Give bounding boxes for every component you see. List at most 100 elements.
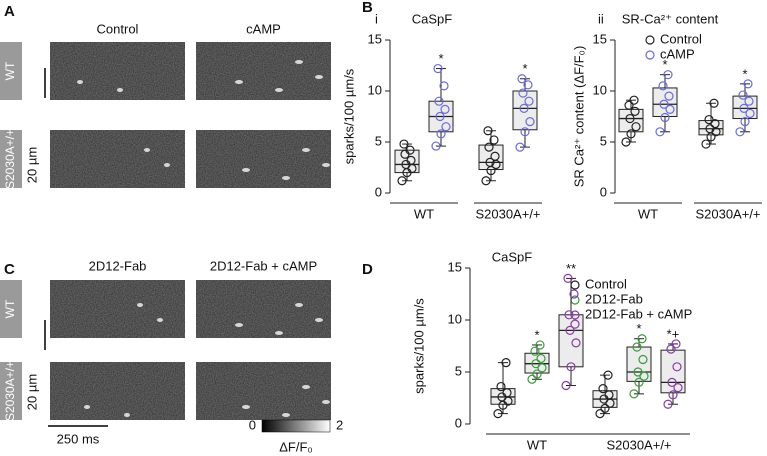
data-point	[483, 126, 493, 136]
panel-letter: B	[362, 0, 373, 16]
spark	[315, 75, 323, 79]
row-label-box	[0, 42, 22, 100]
spark	[295, 303, 303, 307]
data-point	[621, 137, 631, 147]
data-point	[595, 409, 605, 419]
data-point	[665, 104, 675, 114]
subpanel-label: i	[375, 11, 378, 26]
data-point	[705, 124, 715, 134]
data-point	[519, 103, 529, 113]
column-title: 2D12-Fab + cAMP	[210, 258, 317, 273]
y-tick-label: 5	[455, 363, 462, 378]
significance: *	[742, 66, 747, 81]
subpanel-label: ii	[598, 11, 604, 26]
data-point	[496, 381, 506, 392]
spark	[282, 176, 290, 180]
data-point	[527, 374, 537, 384]
spark	[315, 318, 323, 322]
data-point	[515, 142, 525, 152]
panel-letter: D	[362, 261, 373, 278]
data-point	[490, 151, 500, 161]
data-point	[566, 362, 576, 372]
data-point	[535, 340, 545, 350]
data-point	[439, 81, 449, 91]
data-point	[631, 122, 641, 132]
data-point	[739, 103, 749, 113]
data-point	[564, 310, 574, 320]
image-noise	[196, 130, 331, 188]
data-point	[517, 74, 527, 84]
data-point	[672, 362, 682, 372]
data-point	[523, 80, 533, 90]
data-point	[531, 359, 541, 369]
data-point	[397, 176, 407, 186]
spark	[137, 303, 143, 307]
data-point	[563, 273, 573, 283]
spark	[295, 60, 303, 64]
colorbar-min: 0	[249, 417, 256, 432]
significance: *	[662, 57, 667, 72]
spark	[322, 400, 330, 404]
data-point	[655, 127, 665, 137]
legend-marker	[570, 310, 580, 320]
spark	[164, 163, 170, 167]
legend-label: cAMP	[660, 46, 695, 61]
image-noise	[196, 42, 331, 100]
data-point	[520, 127, 530, 137]
data-point	[598, 384, 608, 394]
group-label: S2030A+/+	[695, 206, 760, 221]
data-point	[633, 367, 643, 377]
spark	[242, 405, 250, 409]
image-noise	[196, 362, 331, 420]
image-noise	[50, 42, 185, 100]
legend-marker	[645, 50, 655, 60]
spark	[144, 148, 150, 152]
data-point	[406, 155, 416, 165]
data-point	[489, 135, 499, 145]
data-point	[629, 389, 639, 399]
column-title: 2D12-Fab	[89, 258, 147, 273]
data-point	[671, 339, 681, 349]
y-tick-label: 0	[455, 415, 462, 430]
y-tick-label: 0	[600, 184, 607, 199]
y-axis-label: SR Ca²⁺ content (ΔF/F₀)	[571, 46, 586, 188]
data-point	[481, 176, 491, 186]
significance: *	[522, 61, 527, 76]
time-label: 250 ms	[57, 431, 100, 446]
data-point	[740, 116, 750, 127]
y-tick-label: 15	[368, 31, 382, 46]
data-point	[629, 95, 639, 105]
data-point	[663, 70, 673, 80]
chart-title: CaSpF	[412, 11, 453, 26]
y-tick-label: 15	[593, 31, 607, 46]
chart-title: SR-Ca²⁺ content	[622, 11, 719, 26]
data-point	[399, 139, 409, 149]
y-tick-label: 0	[375, 184, 382, 199]
data-point	[485, 157, 495, 167]
box	[512, 90, 538, 131]
data-point	[638, 354, 648, 365]
data-point	[537, 363, 547, 373]
y-tick-label: 5	[375, 133, 382, 148]
spark	[235, 323, 243, 327]
data-point	[704, 114, 714, 125]
y-tick-label: 15	[448, 259, 462, 274]
data-point	[530, 346, 540, 356]
row-label: S2030A+/+	[3, 129, 17, 189]
group-label: S2030A+/+	[606, 437, 671, 452]
y-tick-label: 5	[600, 133, 607, 148]
group-label: WT	[638, 206, 658, 221]
data-point	[634, 377, 644, 387]
data-point	[431, 141, 441, 151]
data-point	[493, 409, 503, 419]
data-point	[668, 390, 678, 400]
data-point	[603, 370, 613, 380]
significance: *+	[667, 326, 680, 341]
data-point	[632, 342, 642, 352]
image-noise	[196, 280, 331, 338]
colorbar-label: ΔF/F₀	[279, 439, 313, 454]
data-point	[484, 142, 494, 152]
spark	[117, 88, 123, 92]
spark	[302, 148, 310, 152]
